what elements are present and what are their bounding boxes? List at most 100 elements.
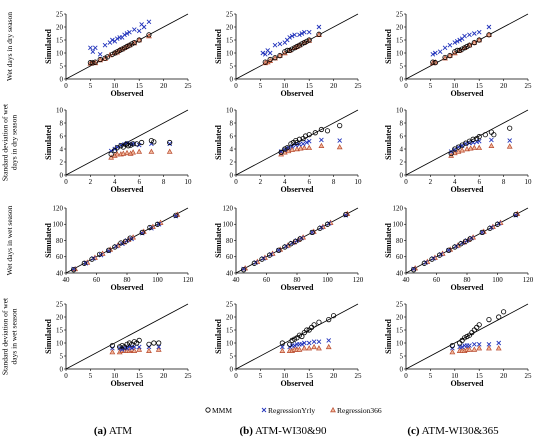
y-axis-label: Simulated (384, 319, 393, 354)
x-axis-label: Observed (451, 379, 484, 388)
regressionyrly-point (272, 42, 278, 48)
mmm-point (92, 59, 98, 65)
regressionyrly-point (486, 24, 492, 30)
mmm-point (278, 149, 284, 155)
regressionyrly-point (300, 141, 306, 147)
mmm-point (464, 43, 470, 50)
mmm-point (292, 238, 299, 244)
regressionyrly-point (316, 24, 322, 30)
regression366-point (316, 345, 322, 351)
regressionyrly-point (129, 345, 135, 351)
mmm-point (129, 41, 135, 47)
y-axis-label: Simulated (384, 125, 393, 160)
y-tick-label: 6 (400, 132, 404, 140)
regressionyrly-point (289, 33, 295, 39)
x-tick-label: 120 (353, 276, 364, 284)
panel-r2-c2: 0 2 4 6 8 10 0 2 4 6 8 10 Observed Simulated (214, 106, 362, 194)
y-tick-label: 25 (226, 10, 234, 18)
series-regressionyrly (430, 24, 492, 57)
regressionyrly-point (446, 247, 452, 253)
x-tick-label: 0 (234, 82, 238, 90)
mmm-point (131, 339, 137, 345)
regressionyrly-point (316, 339, 322, 345)
legend-label-mmm: MMM (212, 406, 232, 415)
mmm-point (288, 141, 294, 147)
regressionyrly-point (472, 341, 477, 347)
x-tick-label: 25 (355, 372, 363, 380)
x-tick-label: 0 (404, 372, 408, 380)
mmm-point (109, 51, 115, 57)
mmm-point (488, 129, 494, 135)
regressionyrly-point (306, 29, 312, 35)
legend: MMM RegressionYrly Regression366 (205, 406, 382, 415)
panel-r4-c3: 0 5 10 15 20 25 0 5 10 15 20 25 Observed Simulated (384, 300, 532, 388)
y-tick-label: 15 (56, 326, 64, 334)
series-mmm (430, 32, 492, 66)
mmm-point (316, 319, 322, 325)
x-tick-label: 8 (332, 178, 336, 186)
y-axis-label: Simulated (214, 125, 223, 160)
mmm-point (496, 314, 502, 320)
mmm-point (146, 341, 152, 347)
y-tick-label: 10 (56, 106, 64, 114)
regressionyrly-point (287, 344, 292, 350)
regressionyrly-point (472, 31, 477, 36)
y-tick-label: 10 (56, 339, 64, 347)
x-tick-label: 80 (294, 276, 302, 284)
panel-r3-c2: 40 60 80 100 120 40 60 80 100 120 Observed Simulate… (214, 204, 364, 292)
x-axis-label: Observed (451, 89, 484, 98)
mmm-point (130, 141, 136, 147)
y-tick-label: 120 (223, 204, 234, 212)
regressionyrly-point (306, 138, 312, 144)
y-tick-label: 100 (393, 221, 404, 229)
regressionyrly-point (146, 344, 152, 350)
mmm-point (291, 336, 298, 342)
regressionyrly-point (277, 41, 283, 47)
x-tick-label: 8 (502, 178, 506, 186)
regressionyrly-point (319, 137, 324, 143)
x-tick-label: 20 (330, 372, 338, 380)
regressionyrly-point (302, 340, 307, 346)
mmm-point (446, 247, 452, 253)
regressionyrly-point (297, 142, 302, 147)
regression366-point (306, 345, 313, 351)
regressionyrly-point (452, 40, 458, 45)
regressionyrly-point (293, 142, 299, 148)
mmm-point (148, 137, 154, 144)
regressionyrly-point (127, 344, 132, 350)
regression366-point (471, 144, 478, 150)
mmm-point (337, 123, 343, 129)
x-tick-label: 40 (63, 276, 71, 284)
y-tick-label: 15 (396, 36, 404, 44)
x-axis-label: Observed (111, 185, 144, 194)
regressionyrly-point (292, 32, 297, 38)
regressionyrly-point (287, 35, 292, 40)
regressionyrly-point (167, 141, 173, 147)
regressionyrly-point (476, 341, 482, 347)
x-tick-label: 0 (64, 178, 68, 186)
mmm-point (486, 32, 492, 38)
regressionyrly-point (462, 33, 467, 39)
regressionyrly-point (507, 138, 513, 143)
mmm-point (324, 128, 331, 134)
regression366-point (289, 146, 296, 152)
mmm-point (167, 139, 173, 146)
mmm-point (487, 225, 493, 231)
mmm-point (421, 260, 427, 266)
caption-name: ATM-WI30&365 (420, 425, 500, 437)
x-tick-label: 25 (525, 372, 533, 380)
mmm-point (299, 41, 305, 47)
mmm-point (259, 256, 265, 262)
series-regression366 (449, 345, 502, 355)
mmm-point (494, 221, 501, 227)
regression366-point (120, 150, 127, 156)
row-labels: Wet days in dry season Standard deviation… (1, 12, 19, 375)
regressionyrly-point (88, 45, 93, 51)
regression366-point (146, 347, 152, 353)
regressionyrly-point (459, 344, 465, 350)
regressionyrly-point (136, 142, 142, 148)
mmm-point (134, 141, 140, 147)
mmm-point (294, 43, 300, 50)
series-regression366 (278, 142, 343, 157)
